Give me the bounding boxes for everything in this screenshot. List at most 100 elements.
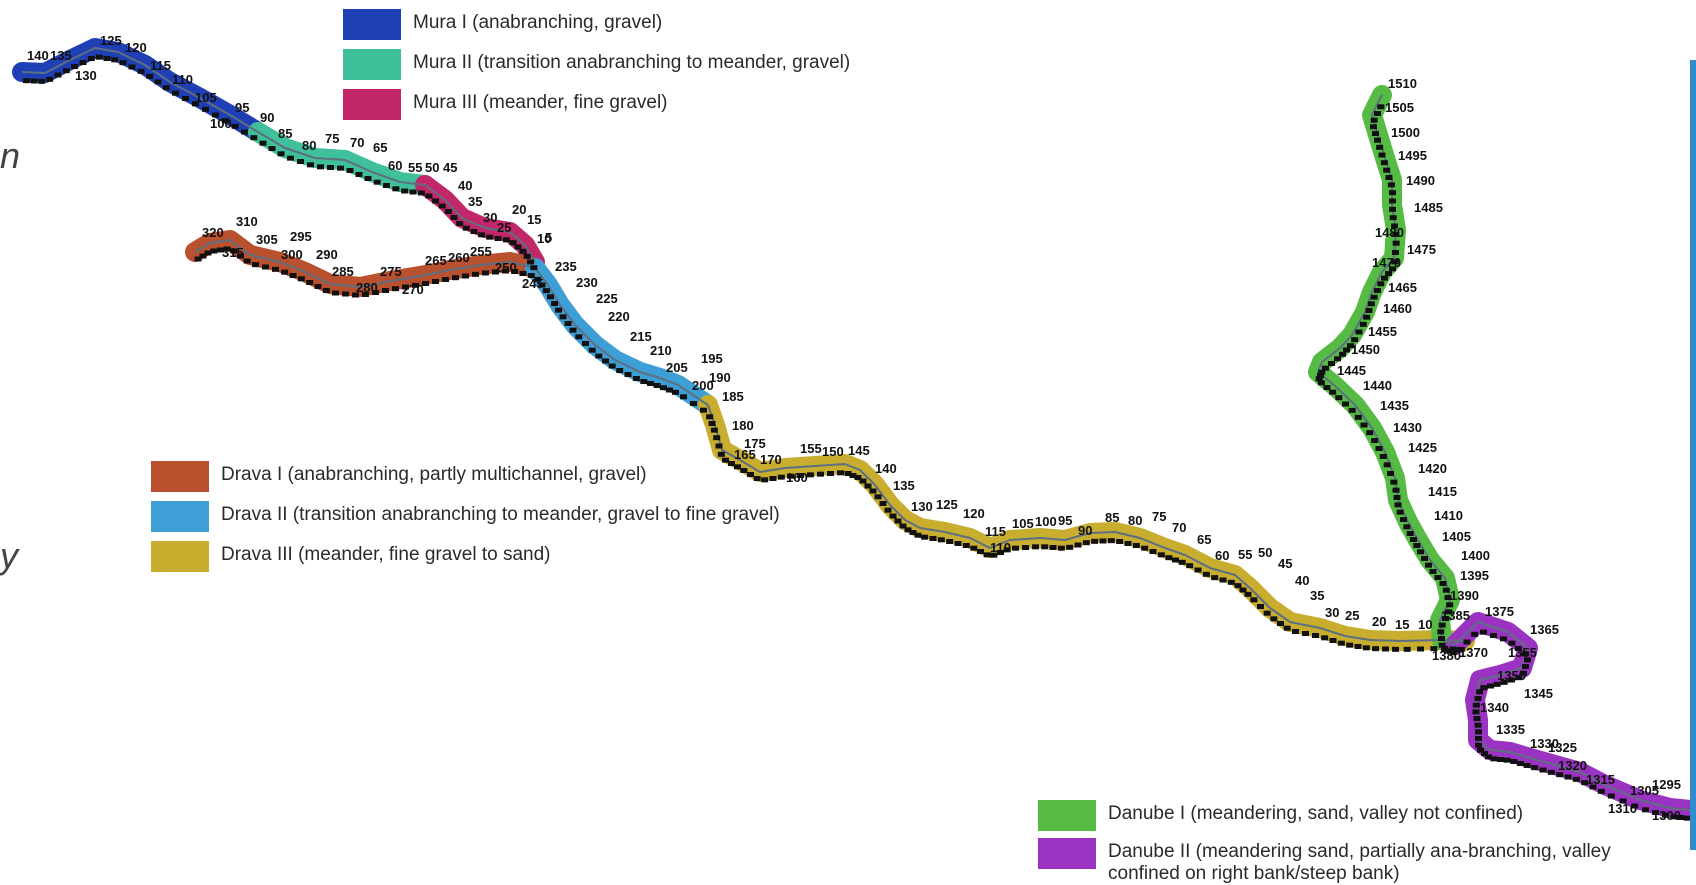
danube-km-1505: 1505 <box>1385 100 1414 115</box>
legend-swatch-danube-i <box>1038 800 1096 831</box>
danube-tick <box>1381 275 1388 281</box>
danube-km-1320: 1320 <box>1558 758 1587 773</box>
drava-tick <box>1116 539 1124 544</box>
danube-tick <box>1445 648 1453 654</box>
drava-tick <box>1219 577 1227 583</box>
danube-tick <box>1642 807 1649 813</box>
danube-tick <box>1475 742 1482 748</box>
danube-tick <box>1347 343 1354 349</box>
danube-tick <box>1375 446 1383 451</box>
drava-tick <box>946 539 954 544</box>
danube-tick <box>1322 365 1329 371</box>
drava-tick <box>837 470 844 476</box>
danube-tick <box>1389 215 1397 221</box>
drava-tick <box>747 472 754 477</box>
drava-tick <box>921 534 929 540</box>
danube-tick <box>1392 250 1399 255</box>
mura-tick <box>383 183 390 188</box>
drava-tick <box>332 290 339 296</box>
drava-tick <box>962 543 970 548</box>
danube-tick <box>1380 160 1388 166</box>
drava-tick <box>1250 597 1258 603</box>
mura-tick <box>128 64 136 70</box>
danube-km-1405: 1405 <box>1442 529 1471 544</box>
danube-tick <box>1508 677 1515 683</box>
danube-tick <box>1521 651 1529 657</box>
danube-tick <box>1392 240 1400 246</box>
danube-tick <box>1508 640 1516 646</box>
drava-tick <box>807 472 814 478</box>
mura-tick <box>514 244 522 250</box>
mura-tick <box>250 135 258 141</box>
danube-km-1410: 1410 <box>1434 508 1463 523</box>
drava-tick <box>616 368 624 373</box>
mura-km-40: 40 <box>458 178 472 193</box>
danube-tick <box>1417 549 1424 555</box>
drava-km-170: 170 <box>760 452 782 467</box>
drava-tick <box>306 280 314 285</box>
mura-tick <box>111 57 119 63</box>
drava-tick <box>983 552 991 558</box>
danube-km-1415: 1415 <box>1428 484 1457 499</box>
danube-tick <box>1413 543 1421 548</box>
danube-tick <box>1677 815 1684 820</box>
mura-km-130: 130 <box>75 68 97 83</box>
danube-tick <box>1403 524 1411 530</box>
mura-tick <box>438 203 446 209</box>
drava-tick <box>728 461 735 466</box>
drava-tick <box>1099 538 1107 544</box>
mura-tick <box>146 73 154 79</box>
danube-tick <box>1477 747 1484 753</box>
danube-tick <box>1377 281 1385 287</box>
danube-tick <box>1335 395 1343 401</box>
drava-km-280: 280 <box>356 280 378 295</box>
mura-km-140: 140 <box>27 48 49 63</box>
legend-swatch-mura-i <box>343 9 401 40</box>
drava-tick <box>555 307 562 313</box>
danube-tick <box>1421 556 1428 561</box>
drava-ii-reach <box>525 258 718 415</box>
drava-km-125: 125 <box>936 497 958 512</box>
mura-km-100: 100 <box>210 116 232 131</box>
danube-tick <box>1619 798 1627 804</box>
drava-tick <box>1362 645 1370 651</box>
drava-tick <box>1382 646 1389 652</box>
danube-tick <box>1473 716 1481 721</box>
danube-km-1305: 1305 <box>1630 783 1659 798</box>
danube-tick <box>1343 347 1350 353</box>
drava-km-45: 45 <box>1278 556 1292 571</box>
drava-km-250: 250 <box>495 260 517 275</box>
drava-km-85: 85 <box>1105 510 1119 525</box>
drava-tick <box>954 541 962 546</box>
danube-km-1460: 1460 <box>1383 301 1412 316</box>
drava-tick <box>977 549 984 554</box>
drava-tick <box>1107 538 1115 544</box>
mura-km-135: 135 <box>50 48 72 63</box>
danube-tick <box>1355 329 1363 335</box>
drava-km-145: 145 <box>848 443 870 458</box>
mura-tick <box>523 253 531 259</box>
mura-tick <box>103 56 111 61</box>
danube-tick <box>1392 487 1400 493</box>
drava-tick <box>1178 559 1186 565</box>
drava-tick <box>859 478 867 484</box>
drava-tick <box>680 394 687 400</box>
mura-km-120: 120 <box>125 40 147 55</box>
mura-tick <box>486 234 494 240</box>
drava-tick <box>1321 635 1329 641</box>
drava-tick <box>314 284 322 289</box>
drava-tick <box>1211 575 1219 581</box>
mura-tick <box>241 129 248 135</box>
drava-tick <box>874 494 882 500</box>
drava-tick <box>1082 540 1090 546</box>
drava-km-10: 10 <box>1418 617 1432 632</box>
danube-tick <box>1490 756 1498 762</box>
danube-tick <box>1387 182 1395 188</box>
drava-km-165: 165 <box>734 447 756 462</box>
drava-tick <box>482 270 489 276</box>
danube-tick <box>1363 314 1371 320</box>
danube-tick <box>1438 622 1446 628</box>
danube-tick <box>1463 639 1471 645</box>
legend-label-drava-iii: Drava III (meander, fine gravel to sand) <box>221 544 551 565</box>
